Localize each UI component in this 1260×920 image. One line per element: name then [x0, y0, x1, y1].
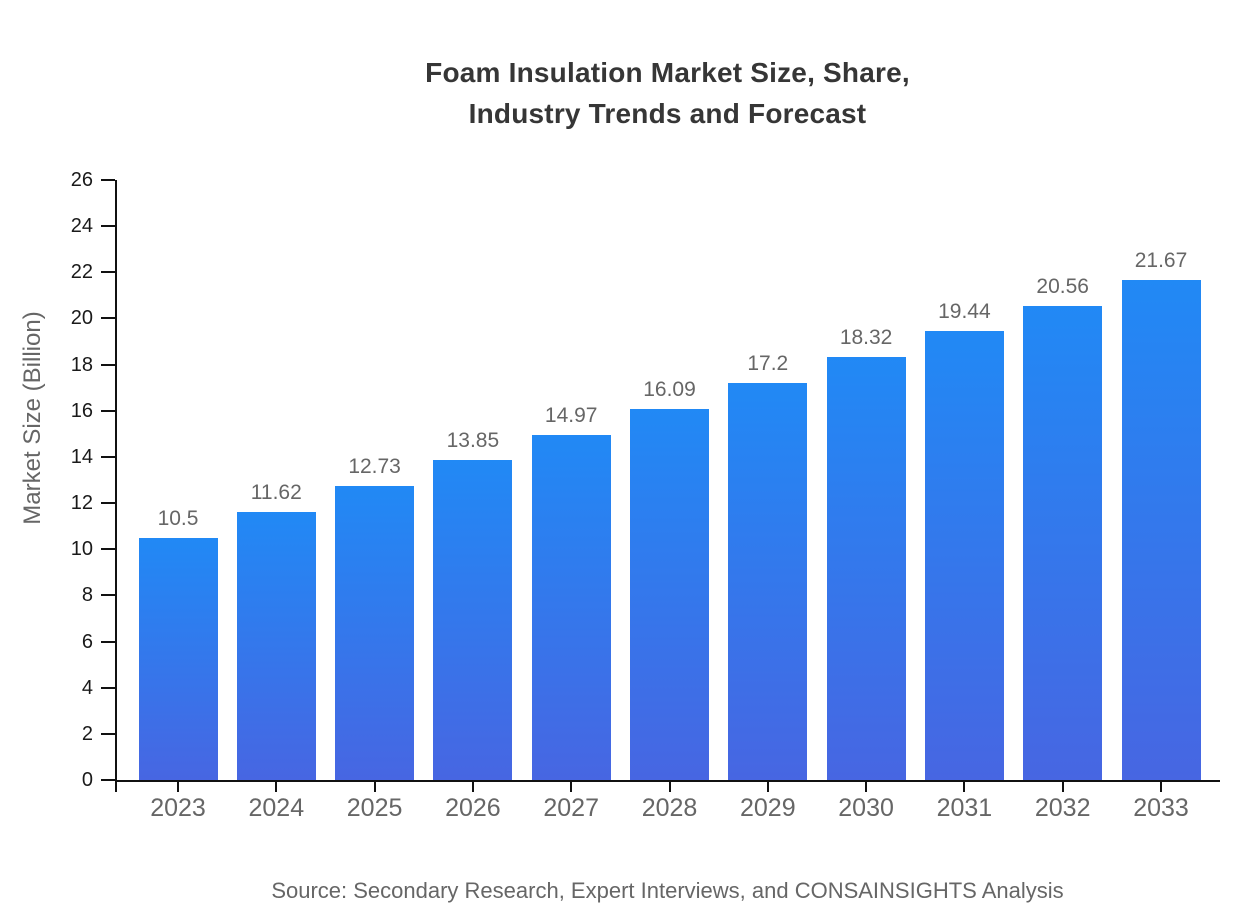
bar [728, 383, 808, 780]
y-tick-label: 24 [70, 215, 93, 238]
y-tick-label: 4 [81, 676, 93, 699]
bar-value-label: 19.44 [938, 300, 991, 324]
chart-title-line2: Industry Trends and Forecast [468, 98, 867, 129]
y-tick-mark [101, 779, 115, 781]
x-tick-label: 2027 [543, 794, 599, 822]
bar-value-label: 10.5 [157, 506, 199, 530]
x-tick-label: 2032 [1034, 794, 1091, 822]
bar [531, 434, 611, 780]
y-tick-mark [101, 455, 115, 458]
y-tick-mark [101, 502, 115, 505]
bar-value-label: 11.62 [250, 480, 302, 504]
x-tick-label: 2023 [150, 794, 206, 822]
x-tick-mark [865, 782, 868, 792]
y-tick-mark [101, 317, 115, 320]
chart-title: Foam Insulation Market Size, Share, Indu… [115, 52, 1220, 134]
x-tick-mark [177, 782, 179, 792]
y-tick-label: 16 [70, 399, 93, 422]
bar [630, 408, 709, 780]
y-tick-label: 26 [70, 169, 93, 191]
bar-value-label: 21.67 [1134, 248, 1188, 272]
y-tick-mark [101, 732, 115, 735]
bar-value-label: 18.32 [839, 326, 893, 350]
x-tick-mark [1160, 782, 1162, 792]
bar [1121, 279, 1201, 780]
y-tick-mark [101, 179, 115, 181]
x-tick-label: 2026 [445, 794, 501, 822]
bar [138, 537, 218, 780]
y-tick-label: 14 [70, 445, 93, 468]
bar [826, 357, 906, 780]
x-tick-label: 2024 [248, 794, 305, 822]
x-tick-label: 2030 [838, 794, 894, 822]
bar-value-label: 16.09 [643, 377, 696, 401]
x-tick-mark [1061, 782, 1064, 792]
x-tick-mark [766, 782, 769, 792]
x-tick-mark [275, 782, 278, 792]
bar [924, 331, 1004, 780]
x-tick-mark [570, 782, 573, 792]
x-tick-label: 2029 [739, 794, 796, 822]
x-tick-label: 2031 [936, 794, 993, 822]
y-tick-mark [101, 594, 115, 597]
x-tick-mark [373, 782, 376, 792]
x-tick-mark [668, 782, 671, 792]
chart-title-line1: Foam Insulation Market Size, Share, [425, 57, 910, 88]
x-tick-mark [963, 782, 966, 792]
source-note: Source: Secondary Research, Expert Inter… [271, 878, 1064, 903]
y-tick-label: 20 [70, 307, 93, 330]
y-tick-label: 6 [81, 630, 93, 653]
y-tick-mark [101, 686, 115, 689]
y-tick-mark [101, 548, 115, 551]
x-tick-label: 2033 [1133, 794, 1189, 822]
y-tick-label: 12 [70, 492, 93, 515]
y-tick-mark [101, 409, 115, 412]
x-tick-label: 2025 [346, 794, 403, 822]
y-tick-label: 10 [70, 538, 93, 561]
axis-corner-tick [115, 780, 117, 792]
plot-area: 0 2 4 6 8 10 12 14 16 18 20 22 24 26 10.5 2023 11.62 2024… [71, 169, 1220, 822]
bar-value-label: 20.56 [1036, 274, 1089, 298]
bar [236, 511, 316, 780]
y-tick-label: 2 [81, 722, 93, 745]
y-tick-label: 8 [81, 584, 93, 607]
y-tick-mark [101, 225, 115, 228]
x-tick-mark [471, 782, 474, 792]
bar-value-label: 13.85 [446, 429, 500, 453]
y-tick-mark [101, 640, 115, 643]
y-tick-label: 0 [81, 769, 93, 791]
bar-value-label: 12.73 [348, 455, 401, 479]
y-tick-label: 22 [70, 261, 93, 284]
y-tick-label: 18 [70, 353, 93, 376]
bar [433, 460, 513, 780]
bar [1023, 305, 1103, 780]
bar-value-label: 14.97 [544, 403, 598, 427]
y-tick-mark [101, 363, 115, 366]
bar [335, 486, 415, 780]
bar-value-label: 17.2 [747, 352, 789, 376]
x-tick-label: 2028 [641, 794, 698, 822]
y-tick-mark [101, 271, 115, 274]
